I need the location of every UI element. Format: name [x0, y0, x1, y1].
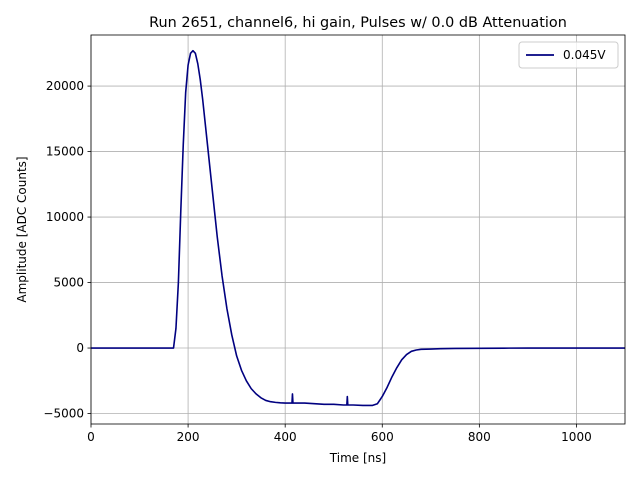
plot-frame	[90, 34, 626, 425]
x-axis-ticks: 0 200 400 600 800 1000	[87, 424, 592, 444]
series-line	[91, 49, 625, 407]
legend: 0.045V	[518, 41, 619, 69]
series-layer	[91, 49, 625, 407]
grid	[90, 35, 625, 424]
y-axis-ticks: −5000 0 5000 10000 15000 20000	[43, 79, 91, 421]
x-tick-label: 400	[274, 430, 297, 444]
x-axis-label: Time [ns]	[329, 451, 386, 465]
legend-box	[518, 41, 619, 69]
y-tick-label: 15000	[46, 145, 84, 159]
y-axis-label: Amplitude [ADC Counts]	[15, 156, 29, 302]
y-tick-label: 5000	[53, 276, 84, 290]
y-tick-label: 20000	[46, 79, 84, 93]
y-tick-label: 10000	[46, 210, 84, 224]
x-tick-label: 200	[177, 430, 200, 444]
chart-title: Run 2651, channel6, hi gain, Pulses w/ 0…	[149, 15, 567, 31]
x-tick-label: 1000	[561, 430, 592, 444]
plot-area	[91, 35, 625, 424]
x-tick-label: 0	[87, 430, 95, 444]
x-tick-label: 800	[468, 430, 491, 444]
y-tick-label: −5000	[43, 407, 84, 421]
y-tick-label: 0	[76, 341, 84, 355]
legend-label: 0.045V	[563, 48, 606, 62]
x-tick-label: 600	[371, 430, 394, 444]
